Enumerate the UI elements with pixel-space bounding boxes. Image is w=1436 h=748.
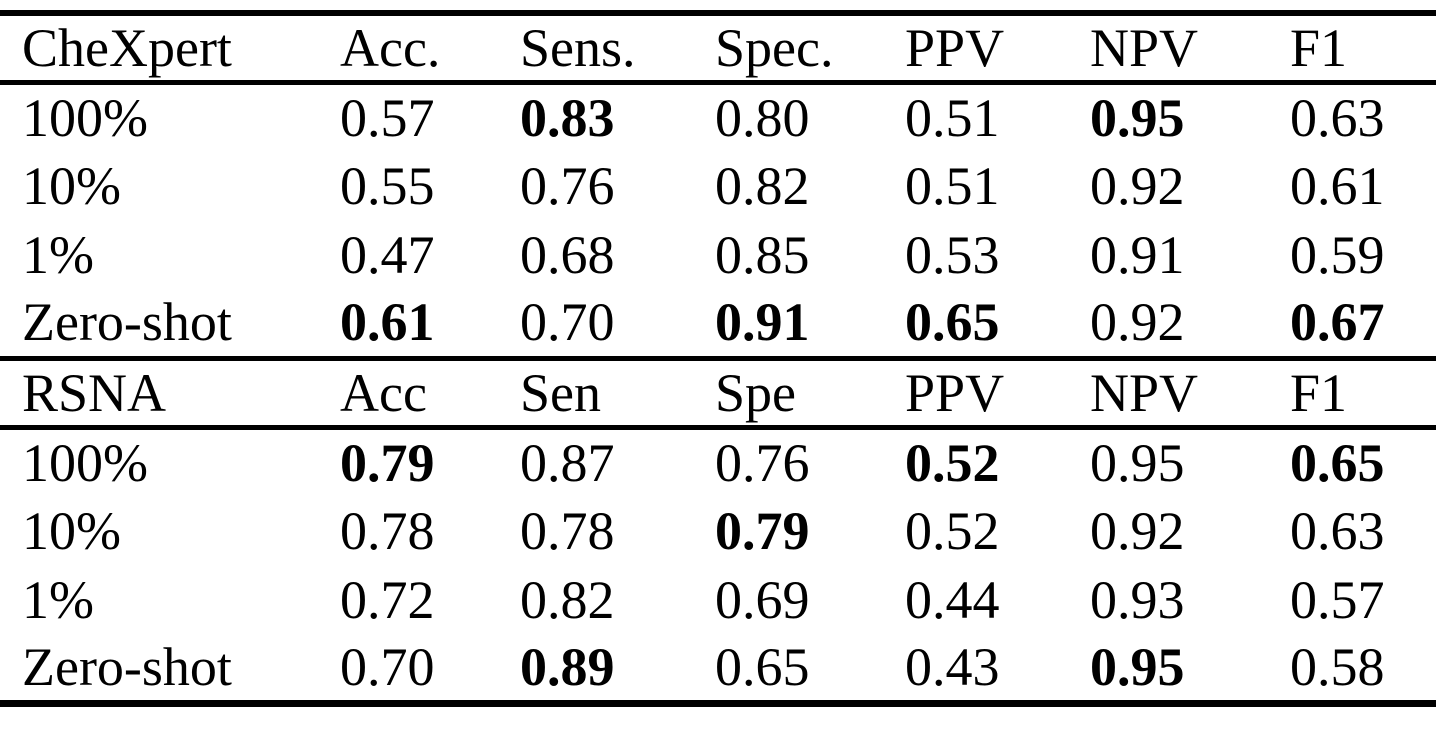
metric-value: 0.89 bbox=[520, 636, 615, 697]
metric-value: 0.82 bbox=[520, 569, 615, 630]
chexpert-row-100-: 100% 0.57 0.83 0.80 0.51 0.95 0.63 bbox=[0, 82, 1436, 151]
metric-value: 0.78 bbox=[520, 500, 615, 561]
results-table: CheXpert Acc. Sens. Spec. PPV NPV F1 100% 0.57 0.… bbox=[0, 10, 1436, 707]
metric-value: 0.63 bbox=[1290, 87, 1385, 148]
column-header-spec: Spec. bbox=[693, 13, 883, 85]
chexpert-row-1-: 1% 0.47 0.68 0.85 0.53 0.91 0.59 bbox=[0, 220, 1436, 289]
row-label: Zero-shot bbox=[22, 636, 232, 697]
metric-value: 0.55 bbox=[340, 155, 435, 216]
metric-value: 0.65 bbox=[905, 292, 1000, 353]
column-header-npv: NPV bbox=[1068, 13, 1268, 85]
column-header-sens: Sens. bbox=[498, 13, 693, 85]
metric-value: 0.72 bbox=[340, 569, 435, 630]
metric-value: 0.69 bbox=[715, 569, 810, 630]
metric-value: 0.80 bbox=[715, 87, 810, 148]
metric-value: 0.92 bbox=[1090, 500, 1185, 561]
row-label: 10% bbox=[22, 155, 121, 216]
metric-value: 0.92 bbox=[1090, 292, 1185, 353]
row-label: 100% bbox=[22, 87, 148, 148]
metric-value: 0.51 bbox=[905, 87, 1000, 148]
metric-value: 0.93 bbox=[1090, 569, 1185, 630]
chexpert-header-row: CheXpert Acc. Sens. Spec. PPV NPV F1 bbox=[0, 13, 1436, 85]
rsna-row-10-: 10% 0.78 0.78 0.79 0.52 0.92 0.63 bbox=[0, 496, 1436, 565]
rsna-row-1-: 1% 0.72 0.82 0.69 0.44 0.93 0.57 bbox=[0, 565, 1436, 634]
row-label: 100% bbox=[22, 432, 148, 493]
metric-value: 0.95 bbox=[1090, 432, 1185, 493]
row-label: 1% bbox=[22, 224, 94, 285]
column-header-f1: F1 bbox=[1268, 355, 1436, 430]
column-header-ppv: PPV bbox=[883, 355, 1068, 430]
metric-value: 0.91 bbox=[715, 292, 810, 353]
metric-value: 0.79 bbox=[340, 432, 435, 493]
chexpert-row-zero-shot: Zero-shot 0.61 0.70 0.91 0.65 0.92 0.67 bbox=[0, 289, 1436, 358]
metric-value: 0.95 bbox=[1090, 87, 1185, 148]
metric-value: 0.61 bbox=[340, 292, 435, 353]
metric-value: 0.68 bbox=[520, 224, 615, 285]
metric-value: 0.51 bbox=[905, 155, 1000, 216]
rsna-section-title: RSNA bbox=[0, 355, 318, 430]
metric-value: 0.65 bbox=[1290, 432, 1385, 493]
metric-value: 0.85 bbox=[715, 224, 810, 285]
metric-value: 0.53 bbox=[905, 224, 1000, 285]
metric-value: 0.67 bbox=[1290, 292, 1385, 353]
metric-value: 0.76 bbox=[520, 155, 615, 216]
column-header-sen: Sen bbox=[498, 355, 693, 430]
rsna-row-zero-shot: Zero-shot 0.70 0.89 0.65 0.43 0.95 0.58 bbox=[0, 634, 1436, 703]
section-rsna: RSNA Acc Sen Spe PPV NPV F1 100% 0.79 0.87 0.76 0.5… bbox=[0, 355, 1436, 703]
metric-value: 0.87 bbox=[520, 432, 615, 493]
metric-value: 0.52 bbox=[905, 432, 1000, 493]
metric-value: 0.63 bbox=[1290, 500, 1385, 561]
metric-value: 0.78 bbox=[340, 500, 435, 561]
metric-value: 0.70 bbox=[520, 292, 615, 353]
row-label: 10% bbox=[22, 500, 121, 561]
metric-value: 0.59 bbox=[1290, 224, 1385, 285]
rsna-header-row: RSNA Acc Sen Spe PPV NPV F1 bbox=[0, 355, 1436, 430]
metric-value: 0.57 bbox=[340, 87, 435, 148]
row-label: Zero-shot bbox=[22, 292, 232, 353]
row-label: 1% bbox=[22, 569, 94, 630]
column-header-ppv: PPV bbox=[883, 13, 1068, 85]
metric-value: 0.79 bbox=[715, 500, 810, 561]
metric-value: 0.43 bbox=[905, 636, 1000, 697]
chexpert-section-title: CheXpert bbox=[0, 13, 318, 85]
metric-value: 0.52 bbox=[905, 500, 1000, 561]
metric-value: 0.44 bbox=[905, 569, 1000, 630]
column-header-spe: Spe bbox=[693, 355, 883, 430]
metric-value: 0.65 bbox=[715, 636, 810, 697]
metric-value: 0.95 bbox=[1090, 636, 1185, 697]
section-chexpert: CheXpert Acc. Sens. Spec. PPV NPV F1 100% 0.57 0.… bbox=[0, 13, 1436, 358]
metric-value: 0.83 bbox=[520, 87, 615, 148]
metric-value: 0.82 bbox=[715, 155, 810, 216]
metric-value: 0.92 bbox=[1090, 155, 1185, 216]
rsna-row-100-: 100% 0.79 0.87 0.76 0.52 0.95 0.65 bbox=[0, 427, 1436, 496]
chexpert-row-10-: 10% 0.55 0.76 0.82 0.51 0.92 0.61 bbox=[0, 151, 1436, 220]
metric-value: 0.70 bbox=[340, 636, 435, 697]
metric-value: 0.61 bbox=[1290, 155, 1385, 216]
column-header-f1: F1 bbox=[1268, 13, 1436, 85]
metric-value: 0.76 bbox=[715, 432, 810, 493]
metric-value: 0.91 bbox=[1090, 224, 1185, 285]
column-header-npv: NPV bbox=[1068, 355, 1268, 430]
metric-value: 0.57 bbox=[1290, 569, 1385, 630]
metric-value: 0.58 bbox=[1290, 636, 1385, 697]
column-header-acc: Acc bbox=[318, 355, 498, 430]
metric-value: 0.47 bbox=[340, 224, 435, 285]
column-header-acc: Acc. bbox=[318, 13, 498, 85]
